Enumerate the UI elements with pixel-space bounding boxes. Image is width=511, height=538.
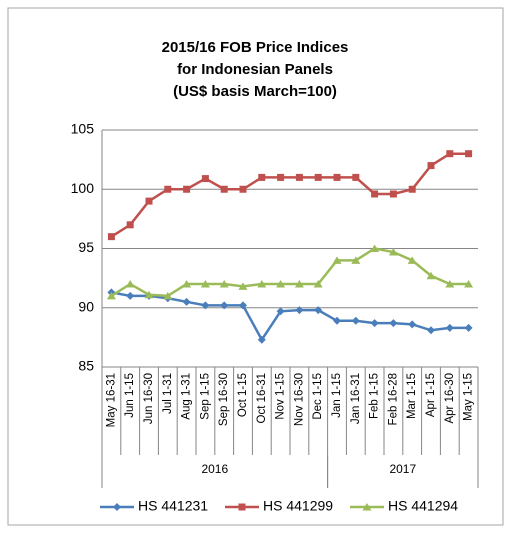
data-point: [332, 256, 342, 264]
data-point: [201, 301, 210, 310]
legend-marker: [238, 503, 246, 511]
data-point: [370, 244, 380, 252]
x-tick-label: Jun 16-30: [143, 373, 155, 424]
x-tick-label: Sep 16-30: [218, 373, 230, 426]
data-point: [163, 291, 173, 300]
x-tick-label: Apr 16-30: [444, 373, 456, 424]
data-point: [389, 190, 397, 198]
data-point: [126, 291, 135, 300]
chart-title: 2015/16 FOB Price Indices: [162, 39, 349, 56]
data-point: [200, 280, 210, 288]
data-point: [351, 316, 360, 325]
y-tick-label: 100: [71, 180, 95, 196]
group-label: 2017: [389, 462, 416, 476]
data-point: [446, 150, 454, 158]
series-line: [110, 247, 469, 298]
data-point: [333, 316, 341, 325]
x-tick-label: Sep 1-15: [199, 373, 211, 420]
data-point: [164, 185, 172, 193]
data-point: [144, 290, 154, 299]
x-tick-label: Jan 1-15: [331, 373, 343, 418]
data-point: [427, 162, 435, 170]
data-point: [464, 323, 473, 332]
data-point: [125, 280, 135, 288]
data-point: [145, 197, 153, 205]
group-label: 2016: [201, 462, 228, 476]
data-point: [445, 323, 454, 332]
data-point: [426, 271, 436, 280]
y-tick-label: 85: [78, 358, 94, 374]
data-point: [220, 301, 229, 310]
data-point: [182, 280, 192, 288]
data-point: [464, 280, 474, 288]
chart-title: (US$ basis March=100): [173, 83, 337, 100]
y-tick-label: 95: [78, 239, 94, 255]
data-point: [465, 150, 473, 158]
chart-title: for Indonesian Panels: [177, 61, 333, 78]
x-tick-label: Jul 1-31: [162, 373, 174, 414]
data-point: [351, 256, 361, 264]
x-tick-label: Dec 1-15: [312, 373, 324, 420]
data-point: [371, 190, 379, 198]
data-point: [445, 280, 455, 288]
x-tick-label: May 1-15: [463, 373, 475, 421]
data-point: [352, 173, 360, 181]
data-point: [257, 280, 267, 288]
data-point: [258, 173, 266, 181]
legend-label: HS 441294: [388, 498, 458, 514]
data-point: [201, 175, 209, 183]
x-tick-label: Oct 16-31: [256, 373, 268, 424]
data-point: [276, 280, 286, 288]
data-point: [239, 185, 247, 193]
data-point: [314, 173, 322, 181]
data-point: [294, 280, 304, 288]
x-tick-label: Nov 1-15: [275, 373, 287, 420]
x-tick-label: Oct 1-15: [237, 373, 249, 417]
data-point: [238, 282, 248, 290]
data-point: [182, 297, 191, 306]
x-tick-label: Jun 1-15: [124, 373, 136, 418]
data-point: [313, 280, 323, 288]
data-point: [126, 221, 134, 229]
data-point: [183, 185, 191, 193]
legend-marker: [113, 503, 121, 511]
y-tick-label: 90: [78, 298, 94, 314]
data-point: [220, 185, 228, 193]
data-point: [370, 319, 379, 328]
data-point: [277, 173, 285, 181]
x-tick-label: Mar 1-15: [406, 373, 418, 419]
data-point: [106, 291, 116, 300]
data-point: [276, 307, 285, 316]
legend-label: HS 441299: [263, 498, 333, 514]
legend-marker: [362, 503, 372, 511]
data-point: [388, 248, 398, 256]
data-point: [314, 306, 323, 315]
data-point: [257, 335, 266, 344]
data-point: [219, 280, 229, 288]
data-point: [239, 301, 247, 310]
data-point: [389, 319, 398, 328]
x-tick-label: May 16-31: [105, 373, 117, 427]
data-point: [427, 326, 435, 335]
x-tick-label: Jan 16-31: [350, 373, 362, 424]
legend-label: HS 441231: [138, 498, 208, 514]
data-point: [407, 256, 417, 264]
data-point: [295, 306, 304, 315]
x-tick-label: Apr 1-15: [425, 373, 437, 417]
data-point: [408, 185, 416, 193]
x-tick-label: Feb 16-28: [387, 373, 399, 425]
x-tick-label: Aug 1-31: [181, 373, 193, 420]
x-tick-label: Nov 16-30: [293, 373, 305, 426]
y-tick-label: 105: [71, 121, 95, 137]
data-point: [107, 233, 115, 241]
data-point: [333, 173, 341, 181]
data-point: [408, 320, 417, 329]
x-tick-label: Feb 1-15: [369, 373, 381, 419]
data-point: [295, 173, 303, 181]
